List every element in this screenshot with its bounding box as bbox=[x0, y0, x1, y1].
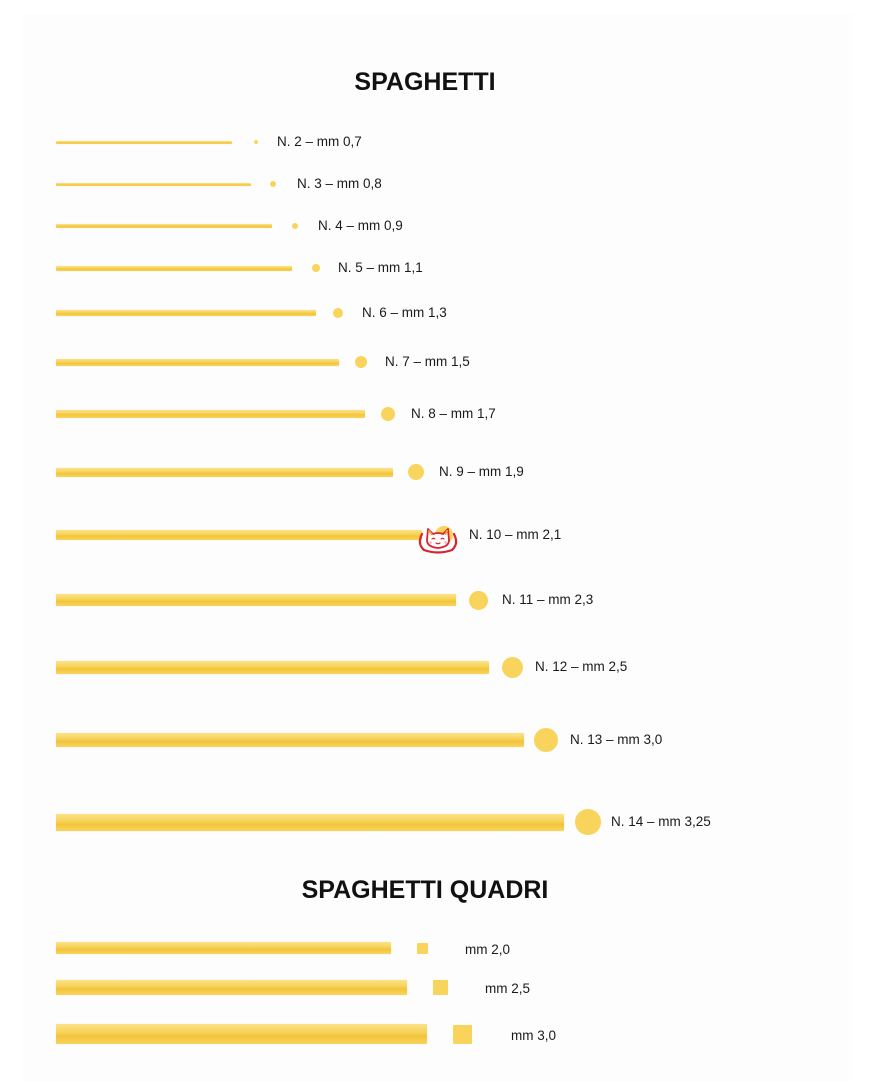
spaghetti-section-n13 bbox=[534, 728, 558, 752]
quadri-section-1 bbox=[416, 942, 428, 954]
spaghetti-section-n4 bbox=[292, 223, 298, 229]
spaghetti-section-n7 bbox=[355, 356, 367, 368]
spaghetti-section-n9 bbox=[408, 464, 424, 480]
quadri-label-3: mm 3,0 bbox=[511, 1028, 557, 1043]
spaghetti-label-n14: N. 14 – mm 3,25 bbox=[611, 814, 711, 829]
quadri-section-2 bbox=[432, 979, 448, 995]
spaghetti-section-n14 bbox=[575, 809, 601, 835]
spaghetti-section-n11 bbox=[468, 590, 488, 610]
spaghetti-section-n5 bbox=[312, 264, 320, 272]
spaghetti-rod-n6 bbox=[56, 310, 316, 316]
quadri-label-2: mm 2,5 bbox=[485, 981, 531, 996]
spaghetti-label-n8: N. 8 – mm 1,7 bbox=[411, 406, 496, 421]
spaghetti-rod-n2 bbox=[56, 140, 232, 144]
spaghetti-label-n4: N. 4 – mm 0,9 bbox=[318, 218, 403, 233]
spaghetti-label-n2: N. 2 – mm 0,7 bbox=[277, 134, 362, 149]
spaghetti-rod-n9 bbox=[56, 467, 393, 477]
spaghetti-rod-n10 bbox=[56, 530, 422, 540]
quadri-label-1: mm 2,0 bbox=[465, 942, 511, 957]
spaghetti-section-n3 bbox=[270, 181, 276, 187]
quadri-rod-2 bbox=[56, 979, 407, 995]
spaghetti-rod-n8 bbox=[56, 410, 365, 418]
quadri-rod-3 bbox=[56, 1024, 427, 1044]
spaghetti-label-n10: N. 10 – mm 2,1 bbox=[469, 527, 562, 542]
spaghetti-section-n12 bbox=[501, 656, 523, 678]
spaghetti-section-n6 bbox=[333, 308, 343, 318]
spaghetti-rod-n4 bbox=[56, 224, 272, 228]
spaghetti-label-n13: N. 13 – mm 3,0 bbox=[570, 732, 663, 747]
quadri-section-3 bbox=[452, 1024, 472, 1044]
spaghetti-label-n12: N. 12 – mm 2,5 bbox=[535, 659, 628, 674]
spaghetti-rod-n11 bbox=[56, 594, 456, 606]
spaghetti-rod-n14 bbox=[56, 813, 564, 831]
spaghetti-rod-n5 bbox=[56, 265, 292, 271]
spaghetti-label-n5: N. 5 – mm 1,1 bbox=[338, 260, 423, 275]
spaghetti-section-n8 bbox=[381, 407, 395, 421]
spaghetti-rod-n7 bbox=[56, 358, 339, 366]
spaghetti-label-n9: N. 9 – mm 1,9 bbox=[439, 464, 524, 479]
spaghetti-label-n7: N. 7 – mm 1,5 bbox=[385, 354, 470, 369]
spaghetti-rod-n13 bbox=[56, 733, 524, 747]
spaghetti-rod-n3 bbox=[56, 182, 251, 186]
spaghetti-title: SPAGHETTI bbox=[354, 68, 496, 96]
spaghetti-quadri-title: SPAGHETTI QUADRI bbox=[301, 876, 549, 904]
spaghetti-label-n11: N. 11 – mm 2,3 bbox=[502, 592, 594, 607]
spaghetti-label-n3: N. 3 – mm 0,8 bbox=[297, 176, 382, 191]
spaghetti-label-n6: N. 6 – mm 1,3 bbox=[362, 305, 447, 320]
spaghetti-rod-n12 bbox=[56, 660, 489, 674]
quadri-rod-1 bbox=[56, 942, 391, 954]
spaghetti-section-n2 bbox=[254, 140, 258, 144]
cat-mascot-icon bbox=[418, 528, 458, 554]
